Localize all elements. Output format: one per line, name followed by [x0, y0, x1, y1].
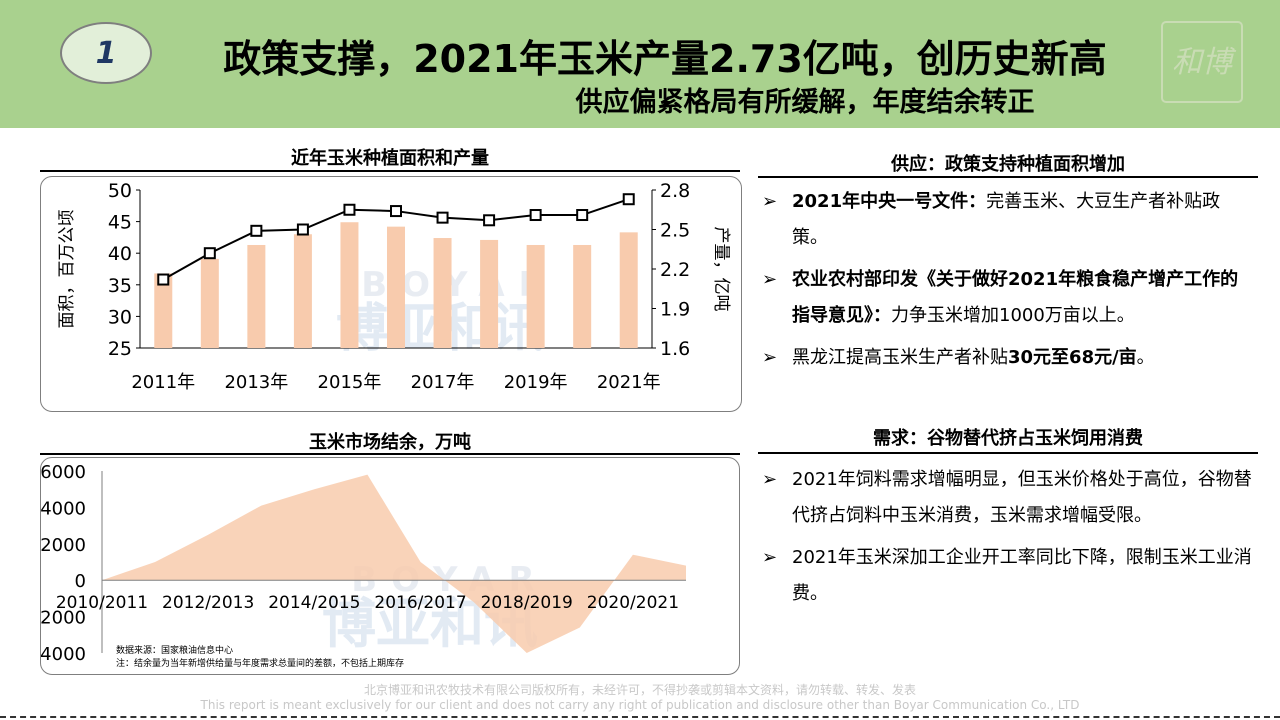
production-point — [157, 273, 170, 286]
y-tick-label-right: 2.8 — [660, 180, 690, 202]
demand-heading: 需求：谷物替代挤占玉米饲用消费 — [873, 428, 1143, 449]
boyar-logo: 和博 — [1161, 21, 1243, 103]
x-tick-label: 2018/2019 — [481, 593, 573, 613]
area-bar — [387, 226, 405, 348]
y-tick-label-right: 2.5 — [660, 220, 690, 242]
chart1-heading: 近年玉米种植面积和产量 — [291, 148, 489, 169]
source-note: 数据来源：国家粮油信息中心 — [116, 644, 233, 656]
y-tick-label-right: 1.6 — [660, 338, 690, 360]
chart1-heading-rule — [40, 170, 740, 172]
bullet-item: ➢ 2021年中央一号文件：完善玉米、大豆生产者补贴政策。 — [762, 184, 1256, 256]
arrow-bullet-icon: ➢ — [762, 191, 778, 212]
area-bar — [200, 258, 219, 348]
supply-bullets: ➢ 2021年中央一号文件：完善玉米、大豆生产者补贴政策。 ➢ 农业农村部印发《关于做… — [762, 184, 1256, 382]
bullet-bold-text: 30元至68元/亩 — [1008, 347, 1137, 368]
x-tick-label: 2017年 — [411, 372, 475, 393]
production-point — [576, 209, 589, 222]
production-point — [622, 193, 635, 206]
chart2-heading-rule — [40, 453, 740, 455]
demand-bullets: ➢ 2021年饲料需求增幅明显，但玉米价格处于高位，谷物替代挤占饲料中玉米消费，玉… — [762, 462, 1256, 618]
area-bar — [340, 222, 359, 348]
arrow-bullet-icon: ➢ — [762, 347, 778, 368]
production-point — [390, 205, 402, 218]
production-point — [343, 203, 356, 216]
x-tick-label: 2011年 — [131, 372, 195, 393]
area-bar — [293, 234, 312, 348]
chart2-heading: 玉米市场结余，万吨 — [309, 432, 471, 453]
y-tick-label: -2000 — [40, 608, 86, 629]
footer-dash-rule — [0, 716, 1280, 718]
svg-text:和博: 和博 — [1172, 45, 1237, 80]
footnote: 注：结余量为当年新增供给量与年度需求总量间的差额，不包括上期库存 — [116, 657, 404, 669]
y-tick-label: 2000 — [40, 535, 86, 556]
x-tick-label: 2020/2021 — [587, 593, 679, 613]
production-point — [529, 209, 542, 222]
area-bar — [526, 244, 545, 348]
x-tick-label: 2021年 — [597, 372, 661, 393]
x-tick-label: 2010/2011 — [56, 593, 148, 613]
y-tick-label: 4000 — [40, 498, 86, 519]
production-point — [203, 247, 216, 260]
page-subtitle: 供应偏紧格局有所缓解，年度结余转正 — [575, 87, 1035, 118]
area-bar — [619, 232, 638, 348]
area-bar — [247, 244, 266, 348]
area-production-chart: 博亚和讯BOYAR2530354045501.61.92.22.52.82011… — [57, 180, 731, 393]
y-tick-label: 0 — [75, 571, 86, 592]
production-point — [483, 214, 496, 227]
x-tick-label: 2013年 — [224, 372, 288, 393]
y-tick-label-left: 30 — [108, 306, 132, 328]
y-axis-label-left: 面积，百万公顷 — [57, 210, 77, 329]
area-bar — [433, 238, 452, 348]
area-bar — [573, 244, 592, 348]
bullet-item: ➢ 农业农村部印发《关于做好2021年粮食稳产增产工作的指导意见》：力争玉米增加1… — [762, 262, 1256, 334]
balance-area — [102, 474, 686, 653]
y-tick-label-left: 45 — [108, 212, 132, 234]
production-point — [296, 223, 309, 236]
arrow-bullet-icon: ➢ — [762, 469, 778, 490]
production-point — [436, 211, 449, 224]
market-balance-chart: 博亚和讯BOYAR-4000-200002000400060002010/201… — [40, 462, 686, 669]
production-point — [250, 224, 263, 237]
bullet-text: 2021年玉米深加工企业开工率同比下降，限制玉米工业消费。 — [792, 547, 1252, 604]
copyright-en: This report is meant exclusively for our… — [200, 698, 1080, 712]
page-title: 政策支撑，2021年玉米产量2.73亿吨，创历史新高 — [223, 37, 1107, 81]
x-tick-label: 2014/2015 — [268, 593, 360, 613]
y-tick-label: -4000 — [40, 644, 86, 665]
y-tick-label: 6000 — [40, 462, 86, 483]
bullet-text: 力争玉米增加1000万亩以上。 — [891, 305, 1135, 326]
bullet-text: 2021年饲料需求增幅明显，但玉米价格处于高位，谷物替代挤占饲料中玉米消费，玉米… — [792, 469, 1252, 526]
y-tick-label-left: 40 — [108, 243, 132, 265]
bullet-text: 。 — [1136, 347, 1155, 368]
y-tick-label-left: 25 — [108, 338, 132, 360]
x-tick-label: 2012/2013 — [162, 593, 254, 613]
bullet-bold-text: 2021年中央一号文件： — [792, 191, 987, 212]
demand-heading-rule — [758, 452, 1258, 454]
y-tick-label-left: 50 — [108, 180, 132, 202]
y-tick-label-left: 35 — [108, 275, 132, 297]
x-tick-label: 2015年 — [318, 372, 382, 393]
x-tick-label: 2016/2017 — [374, 593, 466, 613]
y-axis-label-right: 产量，亿吨 — [711, 227, 731, 312]
bullet-item: ➢ 2021年玉米深加工企业开工率同比下降，限制玉米工业消费。 — [762, 540, 1256, 612]
header-banner — [0, 0, 1280, 128]
arrow-bullet-icon: ➢ — [762, 269, 778, 290]
bullet-bold-text: 农业农村部印发《关于做好2021年粮食稳产增产工作的指导意见》： — [792, 269, 1239, 326]
supply-heading-rule — [758, 176, 1258, 178]
y-tick-label-right: 1.9 — [660, 299, 690, 321]
y-tick-label-right: 2.2 — [660, 259, 690, 281]
area-bar — [154, 273, 173, 348]
arrow-bullet-icon: ➢ — [762, 547, 778, 568]
x-tick-label: 2019年 — [504, 372, 568, 393]
bullet-item: ➢ 黑龙江提高玉米生产者补贴30元至68元/亩。 — [762, 340, 1256, 376]
bullet-text: 黑龙江提高玉米生产者补贴 — [792, 347, 1008, 368]
section-number-badge: 1 — [60, 22, 152, 84]
bullet-text: 完善玉米、大豆生产者补贴政策。 — [792, 191, 1221, 248]
copyright-cn: 北京博亚和讯农牧技术有限公司版权所有，未经许可，不得抄袭或剪辑本文资料，请勿转载… — [363, 683, 916, 697]
bullet-item: ➢ 2021年饲料需求增幅明显，但玉米价格处于高位，谷物替代挤占饲料中玉米消费，玉… — [762, 462, 1256, 534]
supply-heading: 供应：政策支持种植面积增加 — [891, 154, 1125, 175]
area-bar — [480, 239, 499, 348]
